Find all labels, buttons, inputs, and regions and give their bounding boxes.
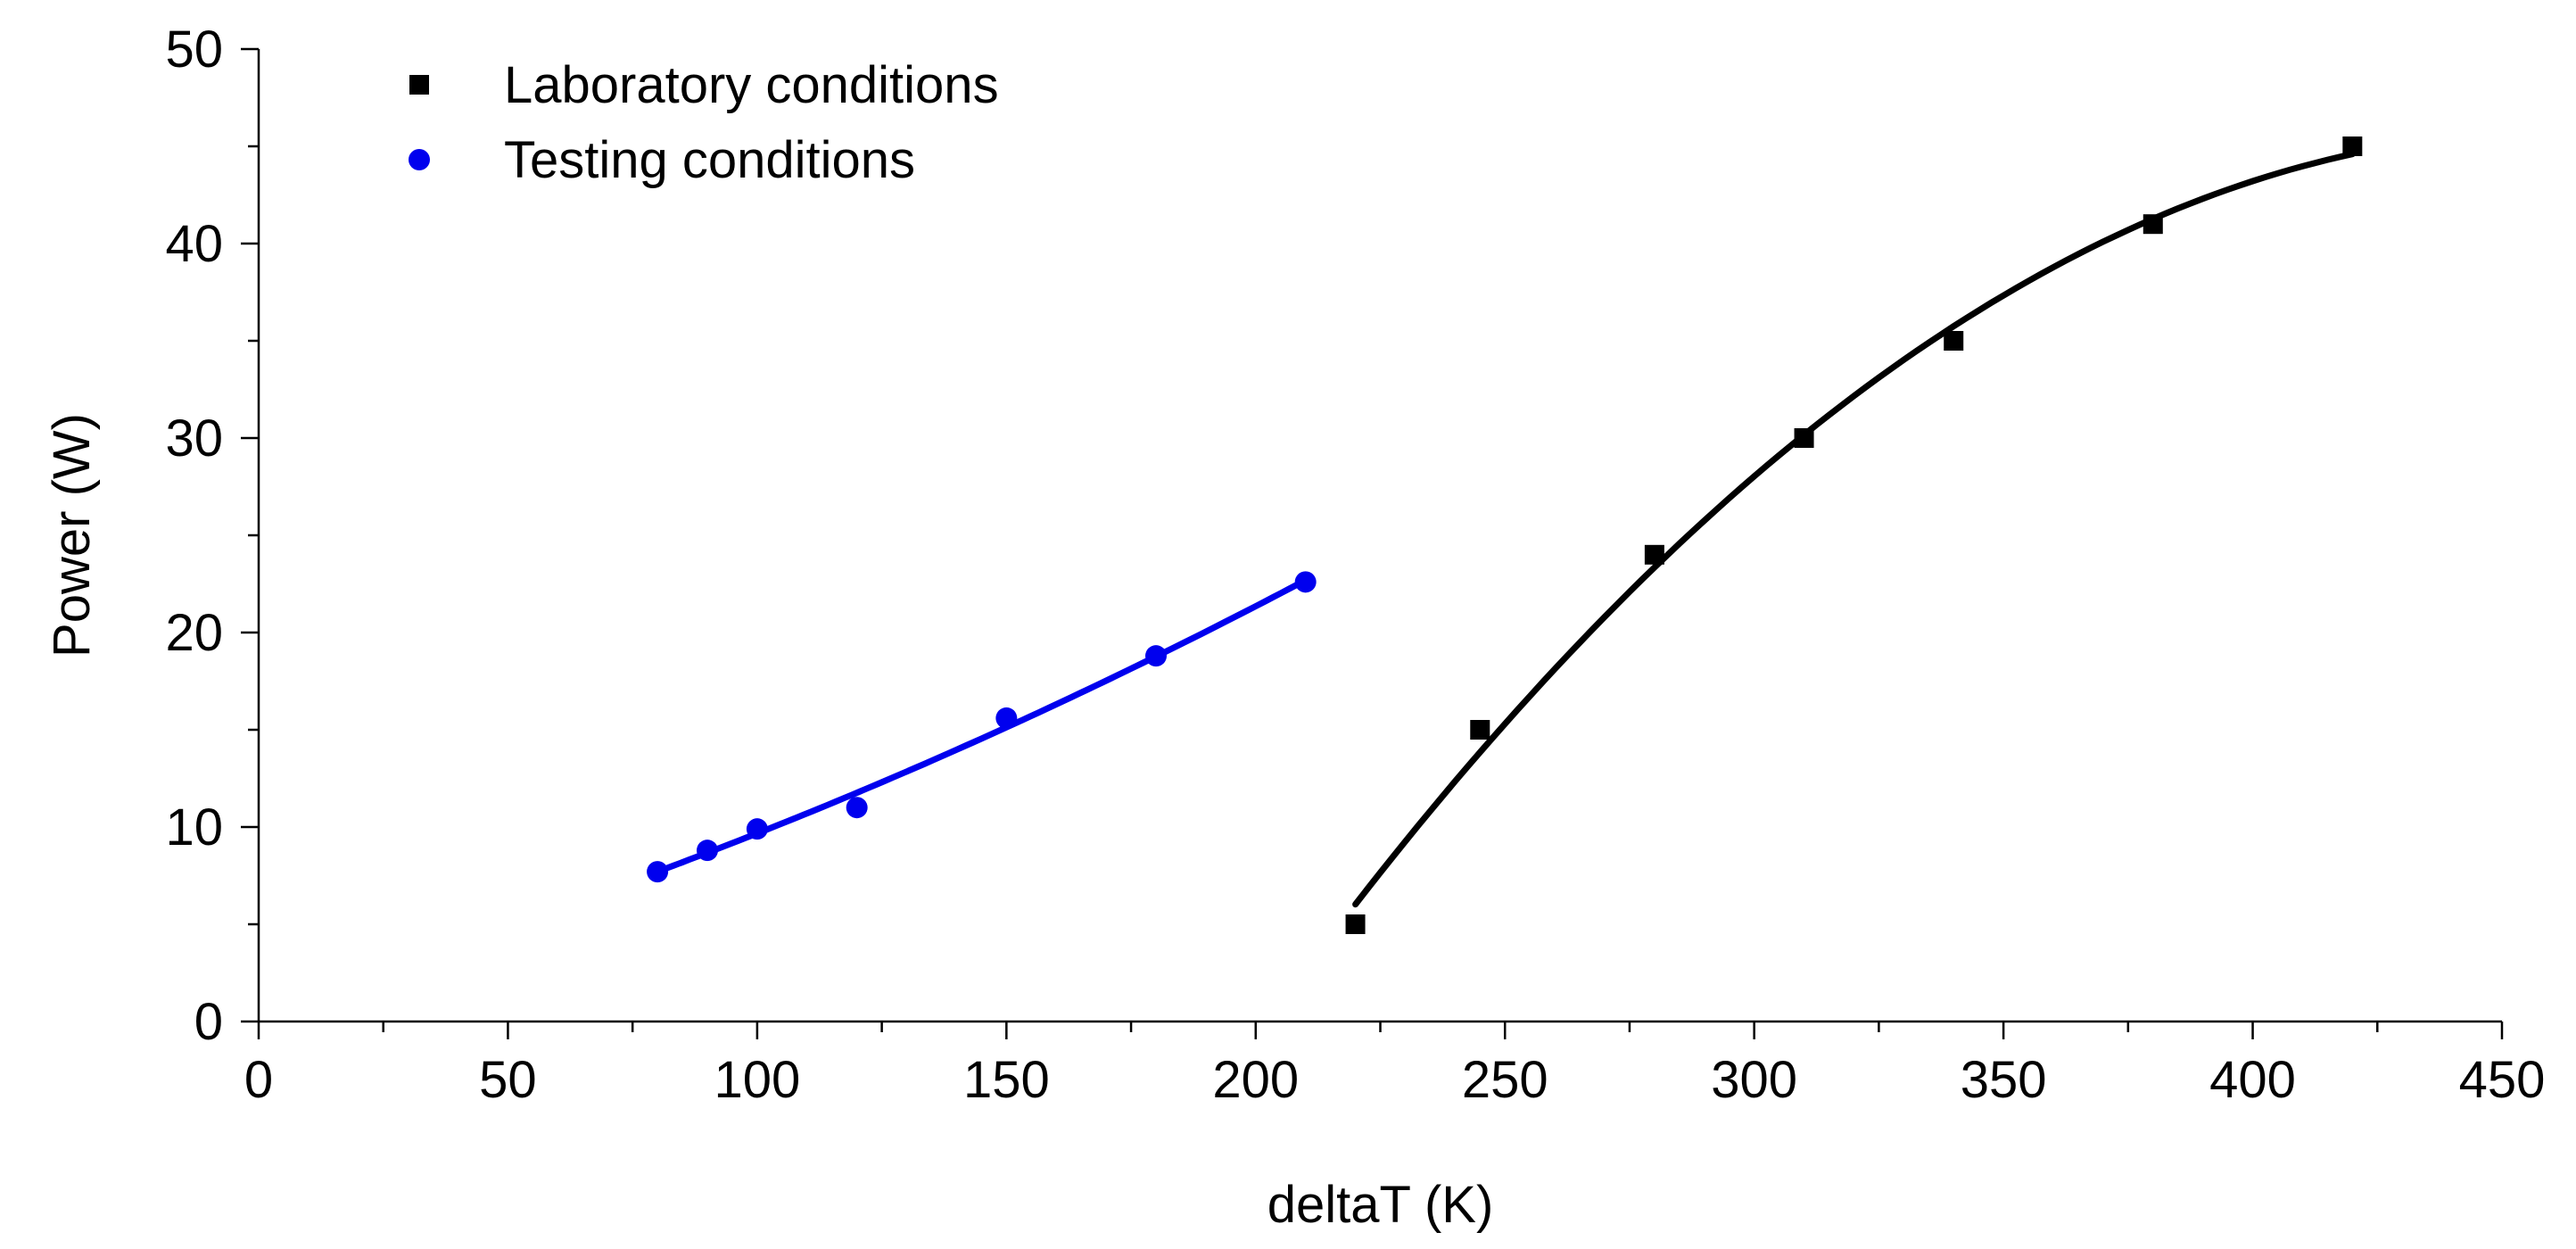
testing-point (697, 840, 718, 862)
x-axis-title: deltaT (K) (1267, 1176, 1494, 1234)
x-tick-label: 450 (2459, 1051, 2546, 1109)
x-tick-label: 100 (714, 1051, 800, 1109)
y-tick-label: 20 (165, 604, 223, 662)
laboratory-point (1944, 331, 1964, 351)
x-tick-label: 150 (963, 1051, 1050, 1109)
x-tick-label: 300 (1711, 1051, 1797, 1109)
y-axis-ticks: 0 10 20 30 40 50 (165, 21, 259, 1051)
data-points (647, 136, 2363, 934)
y-axis-title: Power (W) (43, 413, 101, 658)
testing-point (846, 797, 868, 819)
laboratory-point (1644, 544, 1664, 565)
x-tick-label: 350 (1961, 1051, 2047, 1109)
x-tick-label: 50 (479, 1051, 537, 1109)
legend-label-testing: Testing conditions (504, 131, 915, 189)
x-tick-label: 250 (1462, 1051, 1548, 1109)
y-tick-label: 30 (165, 409, 223, 467)
x-tick-label: 0 (244, 1051, 273, 1109)
laboratory-fit-curve (1352, 151, 2356, 908)
laboratory-point (1470, 720, 1490, 740)
x-tick-label: 200 (1212, 1051, 1299, 1109)
x-tick-label: 400 (2209, 1051, 2296, 1109)
testing-point (647, 861, 669, 883)
testing-point (1294, 571, 1317, 593)
legend-label-laboratory: Laboratory conditions (504, 56, 999, 114)
y-tick-label: 50 (165, 21, 223, 79)
legend-marker-laboratory (409, 75, 429, 95)
y-tick-label: 40 (165, 215, 223, 273)
x-axis-ticks: 0 50 100 150 200 250 300 350 400 450 (244, 1022, 2546, 1109)
laboratory-point (1794, 428, 1814, 448)
laboratory-point (2342, 136, 2363, 156)
testing-point (1145, 645, 1167, 667)
y-tick-label: 10 (165, 798, 223, 856)
laboratory-point (2143, 214, 2163, 235)
fit-curves (654, 151, 2356, 908)
y-tick-label: 0 (194, 993, 223, 1051)
laboratory-point (1345, 914, 1366, 934)
legend: Laboratory conditions Testing conditions (409, 56, 999, 189)
legend-marker-testing (409, 149, 430, 170)
testing-point (746, 818, 768, 840)
testing-point (995, 707, 1018, 729)
